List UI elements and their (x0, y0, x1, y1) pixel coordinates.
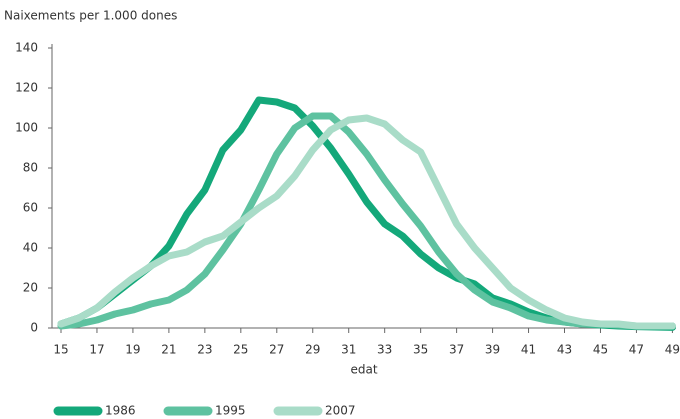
line (57, 114, 676, 330)
x-tick-label: 25 (233, 343, 248, 357)
y-tick-label: 60 (23, 201, 38, 215)
x-tick-label: 17 (89, 343, 104, 357)
y-tick-label: 40 (23, 241, 38, 255)
x-tick-label: 21 (161, 343, 176, 357)
x-tick-label: 39 (485, 343, 500, 357)
y-tick-label: 20 (23, 281, 38, 295)
line (57, 112, 676, 330)
x-tick-label: 27 (269, 343, 284, 357)
line (57, 96, 676, 331)
y-tick-label: 80 (23, 161, 38, 175)
x-tick-label: 23 (197, 343, 212, 357)
y-tick-label: 100 (15, 121, 38, 135)
y-tick-label: 140 (15, 41, 38, 55)
legend-label: 1995 (215, 404, 246, 418)
x-tick-label: 33 (377, 343, 392, 357)
x-tick-label: 29 (305, 343, 320, 357)
x-tick-label: 31 (341, 343, 356, 357)
y-axis-label: Naixements per 1.000 dones (4, 9, 177, 23)
x-tick-label: 43 (557, 343, 572, 357)
x-tick-label: 41 (521, 343, 536, 357)
y-tick-label: 0 (30, 321, 38, 335)
x-tick-label: 47 (629, 343, 644, 357)
legend-label: 2007 (325, 404, 356, 418)
x-tick-label: 45 (593, 343, 608, 357)
x-tick-label: 15 (53, 343, 68, 357)
x-tick-label: 35 (413, 343, 428, 357)
x-tick-label: 37 (449, 343, 464, 357)
legend-label: 1986 (105, 404, 136, 418)
x-tick-label: 49 (665, 343, 680, 357)
x-tick-label: 19 (125, 343, 140, 357)
x-axis-label: edat (350, 363, 377, 377)
y-tick-label: 120 (15, 81, 38, 95)
